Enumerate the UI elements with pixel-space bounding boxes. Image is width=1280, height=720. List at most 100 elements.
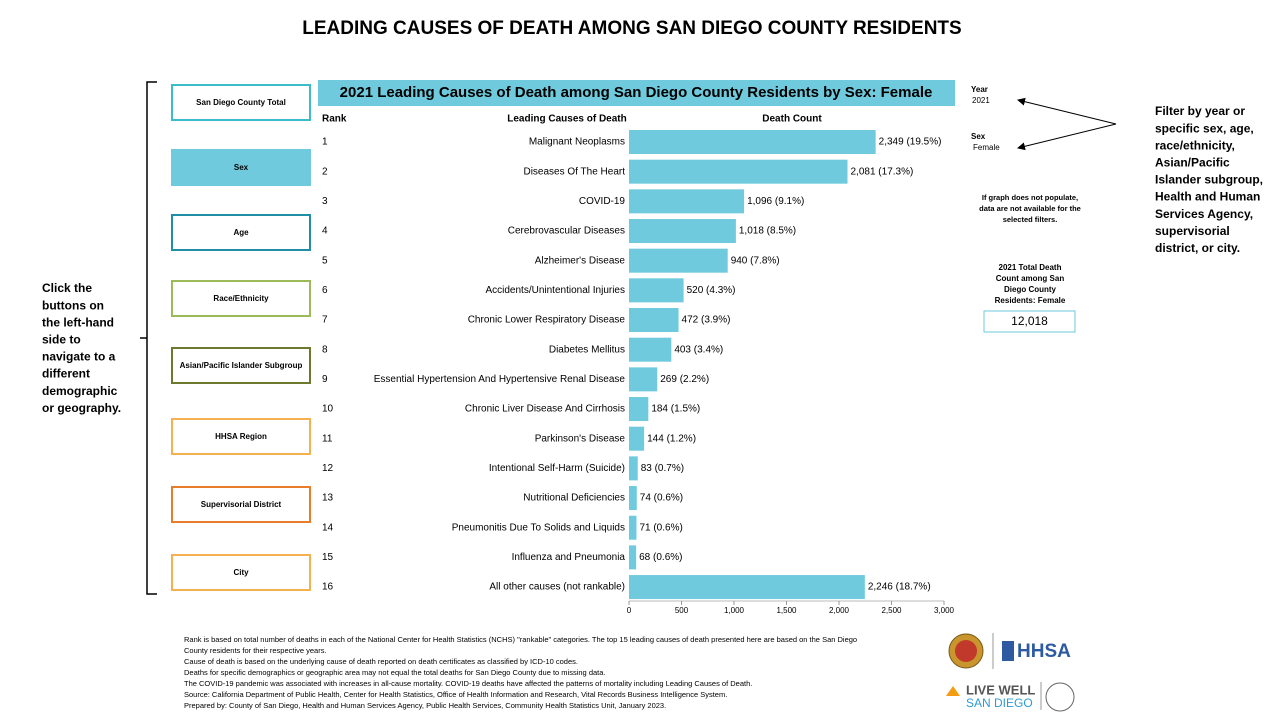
category-label: All other causes (not rankable) <box>489 582 625 593</box>
footnote: County residents for their respective ye… <box>184 646 327 655</box>
nav-button[interactable] <box>171 486 311 523</box>
rank: 14 <box>322 522 334 533</box>
data-label: 520 (4.3%) <box>687 285 736 296</box>
filter-label: Sex <box>971 132 986 141</box>
bar <box>629 426 645 451</box>
chart-banner <box>318 80 955 106</box>
note: If graph does not populate, <box>982 193 1078 202</box>
nav-button-label[interactable]: Asian/Pacific Islander Subgroup <box>180 361 303 370</box>
data-label: 83 (0.7%) <box>641 463 684 474</box>
column-header: Death Count <box>762 114 822 125</box>
help-text: Filter by year or <box>1155 104 1245 118</box>
category-label: Chronic Lower Respiratory Disease <box>468 315 626 326</box>
x-tick-label: 1,500 <box>776 606 797 615</box>
summary-label: 2021 Total Death <box>999 263 1062 272</box>
footnote: Deaths for specific demographics or geog… <box>184 668 606 677</box>
help-text: buttons on <box>42 298 104 312</box>
summary-label: Count among San <box>996 274 1065 283</box>
help-text: navigate to a <box>42 350 116 364</box>
help-text: Asian/Pacific <box>1155 155 1230 169</box>
nav-button-label[interactable]: Race/Ethnicity <box>213 294 269 303</box>
nav-button-label[interactable]: Supervisorial District <box>201 500 282 509</box>
category-label: Chronic Liver Disease And Cirrhosis <box>465 404 625 415</box>
data-label: 184 (1.5%) <box>651 404 700 415</box>
rank: 8 <box>322 344 328 355</box>
nav-button-label[interactable]: City <box>233 568 249 577</box>
nav-button-label[interactable]: San Diego County Total <box>196 98 286 107</box>
data-label: 74 (0.6%) <box>640 493 683 504</box>
nav-button[interactable] <box>171 347 311 384</box>
nav-button-label[interactable]: Sex <box>234 163 249 172</box>
nav-button[interactable] <box>171 84 311 121</box>
category-label: Influenza and Pneumonia <box>512 552 626 563</box>
note: selected filters. <box>1003 215 1058 224</box>
footnote: Cause of death is based on the underlyin… <box>184 657 578 666</box>
help-text: different <box>42 367 90 381</box>
help-text: race/ethnicity, <box>1155 138 1235 152</box>
help-text: Services Agency, <box>1155 207 1253 221</box>
bar <box>629 397 649 422</box>
bar <box>629 219 736 244</box>
filter-value[interactable]: 2021 <box>972 96 990 105</box>
bar <box>629 515 637 540</box>
bar <box>629 308 679 333</box>
rank: 7 <box>322 315 328 326</box>
help-text: Click the <box>42 281 92 295</box>
rank: 6 <box>322 285 328 296</box>
help-text: demographic <box>42 384 118 398</box>
category-label: Alzheimer's Disease <box>535 255 626 266</box>
data-label: 2,081 (17.3%) <box>851 166 914 177</box>
nav-button[interactable] <box>171 280 311 317</box>
page-title: LEADING CAUSES OF DEATH AMONG SAN DIEGO … <box>302 18 961 39</box>
bar <box>629 486 637 511</box>
logo-text: SAN DIEGO <box>966 696 1033 710</box>
bar <box>629 367 658 392</box>
arrow <box>1017 123 1117 151</box>
data-label: 403 (3.4%) <box>674 344 723 355</box>
rank: 15 <box>322 552 334 563</box>
help-text: or geography. <box>42 401 121 415</box>
category-label: Nutritional Deficiencies <box>523 493 625 504</box>
bar <box>629 278 684 303</box>
nav-button-label[interactable]: HHSA Region <box>215 432 267 441</box>
bar <box>629 575 865 600</box>
bar <box>629 248 728 273</box>
rank: 5 <box>322 255 328 266</box>
logo-text: HHSA <box>1017 641 1071 662</box>
data-label: 2,246 (18.7%) <box>868 582 931 593</box>
rank: 12 <box>322 463 334 474</box>
bar <box>629 337 672 362</box>
category-label: Parkinson's Disease <box>535 433 626 444</box>
x-tick-label: 0 <box>627 606 632 615</box>
rank: 16 <box>322 582 334 593</box>
seal <box>1045 682 1075 712</box>
nav-button-label[interactable]: Age <box>233 228 249 237</box>
category-label: Cerebrovascular Diseases <box>508 226 625 237</box>
column-header: Rank <box>322 114 347 125</box>
bar <box>629 456 638 481</box>
nav-button[interactable] <box>171 554 311 591</box>
data-label: 269 (2.2%) <box>660 374 709 385</box>
bracket <box>140 81 157 595</box>
help-text: supervisorial <box>1155 224 1230 238</box>
nav-button[interactable] <box>171 149 311 186</box>
nav-button[interactable] <box>171 214 311 251</box>
category-label: COVID-19 <box>579 196 626 207</box>
summary-value: 12,018 <box>1011 314 1048 328</box>
x-tick-label: 1,000 <box>724 606 745 615</box>
filter-value[interactable]: Female <box>973 143 1000 152</box>
help-text: the left-hand <box>42 315 114 329</box>
category-label: Accidents/Unintentional Injuries <box>485 285 625 296</box>
help-text: district, or city. <box>1155 241 1240 255</box>
x-tick-label: 3,000 <box>934 606 955 615</box>
help-text: specific sex, age, <box>1155 121 1254 135</box>
footnote: Rank is based on total number of deaths … <box>184 635 857 644</box>
x-tick-label: 2,000 <box>829 606 850 615</box>
category-label: Diabetes Mellitus <box>549 344 625 355</box>
help-text: side to <box>42 332 81 346</box>
rank: 13 <box>322 493 334 504</box>
data-label: 144 (1.2%) <box>647 433 696 444</box>
data-label: 71 (0.6%) <box>639 522 682 533</box>
data-label: 68 (0.6%) <box>639 552 682 563</box>
nav-button[interactable] <box>171 418 311 455</box>
